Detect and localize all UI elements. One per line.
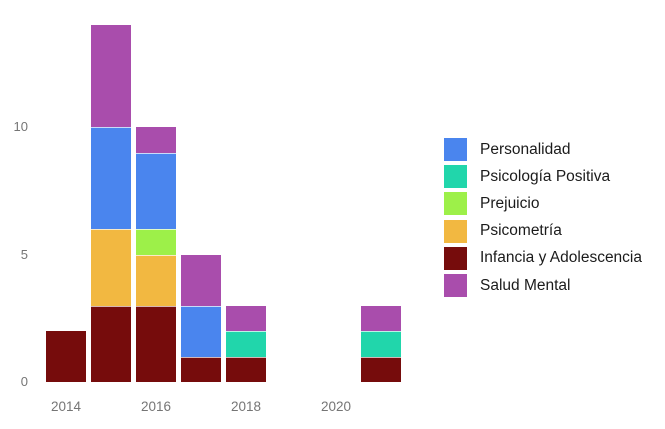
- legend-swatch-prejuicio: [444, 192, 467, 216]
- y-axis-tick-label: 10: [13, 119, 28, 134]
- legend-item: Psicología Positiva: [444, 165, 611, 189]
- legend-swatch-infancia-y-adolescencia: [444, 246, 467, 270]
- bar-segment-infancia-y-adolescencia: [91, 305, 131, 382]
- bar-segment-salud-mental: [361, 305, 401, 331]
- bar-segment-personalidad: [136, 152, 176, 229]
- legend-item: Infancia y Adolescencia: [444, 246, 642, 270]
- legend-label: Personalidad: [480, 140, 571, 158]
- bar-segment-infancia-y-adolescencia: [136, 305, 176, 382]
- legend-item: Salud Mental: [444, 274, 570, 297]
- legend-label: Prejuicio: [480, 194, 540, 212]
- bar-segment-prejuicio: [136, 229, 176, 255]
- legend-swatch-personalidad: [444, 138, 467, 161]
- legend-swatch-salud-mental: [444, 274, 467, 297]
- legend-label: Psicometría: [480, 222, 562, 240]
- y-axis-tick-label: 5: [20, 246, 28, 262]
- bar-segment-infancia-y-adolescencia: [361, 356, 401, 382]
- bar-segment-psicolog-a-positiva: [226, 331, 266, 357]
- bar-segment-salud-mental: [226, 305, 266, 331]
- bar-segment-infancia-y-adolescencia: [46, 331, 86, 382]
- bar-segment-salud-mental: [181, 254, 221, 306]
- bar-segment-infancia-y-adolescencia: [181, 356, 221, 382]
- bar-segment-psicolog-a-positiva: [361, 331, 401, 357]
- legend-item: Psicometría: [444, 219, 562, 243]
- legend-swatch-psicolog-a-positiva: [444, 165, 467, 189]
- legend-item: Prejuicio: [444, 192, 540, 216]
- legend-label: Salud Mental: [480, 276, 571, 294]
- bar-segment-personalidad: [91, 127, 131, 229]
- x-axis-tick-label: 2016: [140, 399, 172, 414]
- y-axis-tick-label: 0: [20, 374, 28, 389]
- legend-item: Personalidad: [444, 138, 570, 161]
- bar-segment-psicometr-a: [136, 254, 176, 306]
- bar-segment-salud-mental: [136, 127, 176, 153]
- x-axis-tick-label: 2018: [230, 399, 262, 414]
- x-axis-tick-label: 2014: [50, 399, 82, 414]
- legend-label: Psicología Positiva: [480, 167, 611, 185]
- x-axis-tick-label: 2020: [320, 399, 352, 414]
- bar-segment-salud-mental: [91, 25, 131, 127]
- bar-segment-personalidad: [181, 305, 221, 357]
- legend-label: Infancia y Adolescencia: [480, 249, 642, 267]
- bar-segment-infancia-y-adolescencia: [226, 356, 266, 382]
- legend-swatch-psicometr-a: [444, 219, 467, 243]
- bar-segment-psicometr-a: [91, 229, 131, 306]
